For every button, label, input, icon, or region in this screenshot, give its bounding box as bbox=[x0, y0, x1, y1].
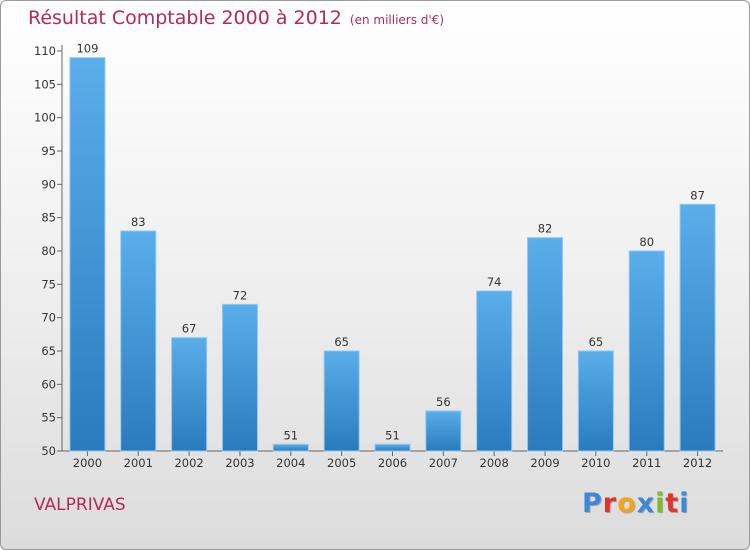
logo-letter: o bbox=[617, 488, 637, 519]
x-tick-label: 2008 bbox=[480, 456, 509, 470]
y-tick-label: 50 bbox=[41, 444, 56, 458]
x-tick-label: 2002 bbox=[174, 456, 203, 470]
bar bbox=[527, 237, 564, 452]
bar-value-label: 51 bbox=[385, 428, 400, 442]
bar bbox=[374, 443, 411, 452]
logo-letter: i bbox=[655, 488, 666, 519]
bar-value-label: 109 bbox=[76, 42, 98, 56]
bar bbox=[577, 350, 614, 452]
bar-value-label: 74 bbox=[487, 275, 502, 289]
y-tick-label: 105 bbox=[34, 77, 56, 91]
y-tick-label: 110 bbox=[34, 44, 56, 58]
x-tick-label: 2004 bbox=[276, 456, 305, 470]
logo-letter: t bbox=[665, 488, 680, 519]
bar bbox=[425, 410, 462, 452]
x-tick-label: 2011 bbox=[632, 456, 661, 470]
bar bbox=[171, 337, 208, 452]
bar bbox=[476, 290, 513, 452]
x-tick-label: 2001 bbox=[124, 456, 153, 470]
bar bbox=[69, 57, 106, 452]
logo-letter: r bbox=[602, 488, 618, 519]
bar-value-label: 72 bbox=[233, 288, 248, 302]
y-tick-label: 100 bbox=[34, 111, 56, 125]
bar-value-label: 67 bbox=[182, 322, 197, 336]
y-tick-label: 60 bbox=[41, 377, 56, 391]
bar-value-label: 80 bbox=[639, 235, 654, 249]
bar-value-label: 65 bbox=[589, 335, 604, 349]
bar-value-label: 51 bbox=[283, 428, 298, 442]
y-tick-label: 90 bbox=[41, 177, 56, 191]
bar bbox=[679, 203, 716, 452]
bar bbox=[323, 350, 360, 452]
x-tick-label: 2006 bbox=[378, 456, 407, 470]
y-tick-label: 65 bbox=[41, 344, 56, 358]
bar bbox=[628, 250, 665, 452]
bar-value-label: 83 bbox=[131, 215, 146, 229]
bar-value-label: 87 bbox=[690, 188, 705, 202]
x-tick-label: 2003 bbox=[225, 456, 254, 470]
y-tick-label: 85 bbox=[41, 211, 56, 225]
x-tick-label: 2009 bbox=[530, 456, 559, 470]
y-tick-label: 75 bbox=[41, 277, 56, 291]
bar-value-label: 56 bbox=[436, 395, 451, 409]
chart-subtitle: (en milliers d'€) bbox=[349, 13, 445, 27]
x-tick-label: 2007 bbox=[429, 456, 458, 470]
proxiti-logo: Proxiti bbox=[582, 488, 690, 519]
y-tick-label: 70 bbox=[41, 311, 56, 325]
y-tick-label: 80 bbox=[41, 244, 56, 258]
logo-letter: P bbox=[582, 488, 603, 519]
x-tick-label: 2012 bbox=[683, 456, 712, 470]
bar-value-label: 65 bbox=[334, 335, 349, 349]
logo-letter: x bbox=[636, 488, 656, 519]
chart-title: Résultat Comptable 2000 à 2012 (en millie… bbox=[28, 7, 445, 29]
bar bbox=[221, 303, 258, 452]
bar bbox=[272, 443, 309, 452]
commune-name: VALPRIVAS bbox=[34, 495, 126, 515]
y-tick-label: 95 bbox=[41, 144, 56, 158]
x-tick-label: 2005 bbox=[327, 456, 356, 470]
x-tick-label: 2000 bbox=[73, 456, 102, 470]
x-tick-label: 2010 bbox=[581, 456, 610, 470]
y-tick-label: 55 bbox=[41, 411, 56, 425]
bar bbox=[120, 230, 157, 452]
logo-letter: i bbox=[679, 488, 690, 519]
bar-value-label: 82 bbox=[538, 222, 553, 236]
